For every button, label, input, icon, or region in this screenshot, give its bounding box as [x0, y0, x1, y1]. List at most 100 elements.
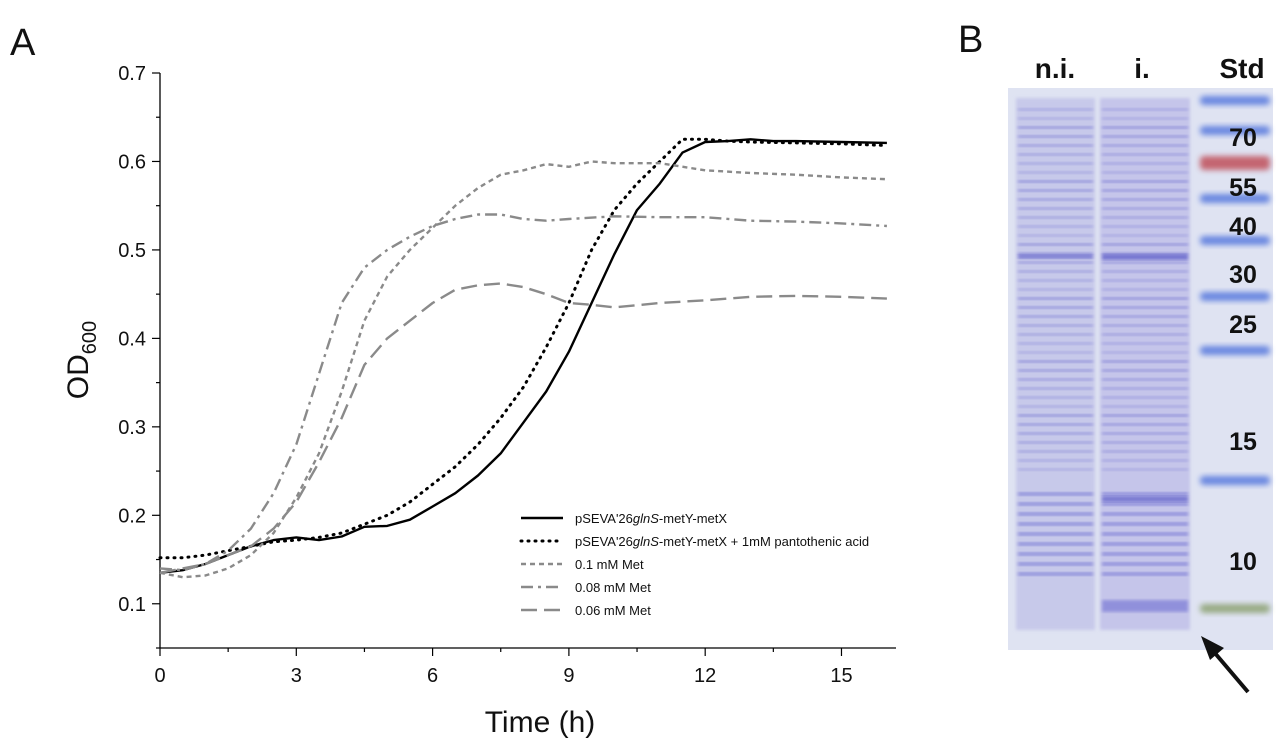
gel-band	[1018, 468, 1093, 471]
series-line-4	[159, 282, 887, 574]
y-tick-label: 0.7	[118, 63, 146, 85]
legend-entry: 0.06 mM Met	[575, 603, 651, 618]
x-tick-label: 3	[291, 665, 302, 687]
gel-band	[1018, 216, 1093, 219]
gel-band	[1102, 369, 1188, 372]
gel-band	[1018, 552, 1093, 556]
gel-band	[1102, 234, 1188, 237]
gel-band	[1102, 279, 1188, 282]
x-ticks: 0 3 6 9 12 15	[154, 648, 853, 687]
gel-band	[1102, 180, 1188, 183]
gel-band	[1018, 369, 1093, 372]
gel-band	[1018, 405, 1093, 408]
gel-band	[1018, 360, 1093, 363]
gel-band	[1102, 562, 1188, 566]
legend-entry: 0.1 mM Met	[575, 557, 644, 572]
marker-label: 55	[1229, 174, 1257, 202]
legend: pSEVA'26glnS-metY-metX pSEVA'26glnS-metY-…	[519, 511, 869, 618]
gel-band	[1102, 459, 1188, 462]
lane-ni-bands	[1018, 108, 1093, 576]
gel-band	[1102, 600, 1188, 612]
gel-band	[1018, 492, 1093, 496]
panel-a-label: A	[10, 22, 36, 64]
y-axis-title-main: OD	[62, 354, 95, 399]
gel-band	[1018, 252, 1093, 255]
x-tick-label: 6	[427, 665, 438, 687]
gel-band	[1102, 135, 1188, 138]
gel-band	[1102, 333, 1188, 336]
gel-band	[1102, 297, 1188, 300]
y-tick-label: 0.2	[118, 505, 146, 527]
gel-band	[1102, 324, 1188, 327]
gel-band	[1018, 324, 1093, 327]
legend-entry: pSEVA'26glnS-metY-metX	[575, 511, 727, 526]
gel-band	[1102, 243, 1188, 246]
gel-band	[1018, 117, 1093, 120]
series-group	[158, 137, 889, 579]
gel-band	[1018, 306, 1093, 309]
gel-band	[1102, 126, 1188, 129]
ladder-band	[1200, 476, 1270, 485]
ladder-band	[1200, 292, 1270, 301]
gel-band	[1102, 387, 1188, 390]
gel-band	[1102, 225, 1188, 228]
gel-band	[1018, 108, 1093, 111]
gel-band	[1102, 450, 1188, 453]
gel-band	[1102, 198, 1188, 201]
gel-band	[1018, 512, 1093, 516]
gel-band	[1018, 189, 1093, 192]
gel-band	[1102, 315, 1188, 318]
gel-band	[1102, 162, 1188, 165]
ladder-band	[1200, 194, 1270, 203]
gel-band	[1018, 135, 1093, 138]
marker-label: 30	[1229, 261, 1257, 289]
lane-label-ni: n.i.	[1035, 53, 1075, 84]
gel-band	[1018, 162, 1093, 165]
gel-band	[1018, 225, 1093, 228]
gel-band	[1018, 459, 1093, 462]
gel-band	[1018, 532, 1093, 536]
gel-band	[1018, 198, 1093, 201]
gel-band	[1018, 279, 1093, 282]
gel-band	[1102, 252, 1188, 255]
lane-ni-smear	[1016, 98, 1095, 630]
gel-band	[1018, 522, 1093, 526]
gel-band	[1102, 522, 1188, 526]
gel-band	[1018, 572, 1093, 576]
gel-band	[1102, 496, 1188, 502]
lane-i-bands	[1102, 108, 1188, 612]
gel-band	[1102, 360, 1188, 363]
gel-band	[1102, 378, 1188, 381]
marker-label: 25	[1229, 311, 1257, 339]
ladder-band	[1200, 346, 1270, 355]
gel-band	[1018, 126, 1093, 129]
x-tick-label: 0	[154, 665, 165, 687]
gel-band	[1102, 502, 1188, 506]
series-line-1	[158, 137, 889, 560]
gel-band	[1018, 207, 1093, 210]
y-tick-label: 0.1	[118, 594, 146, 616]
gel-band	[1018, 333, 1093, 336]
y-tick-label: 0.6	[118, 151, 146, 173]
gel-band	[1018, 351, 1093, 354]
marker-label: 40	[1229, 213, 1257, 241]
y-ticks: 0.1 0.2 0.3 0.4 0.5 0.6 0.7	[118, 63, 160, 649]
y-axis-title: OD600	[62, 321, 101, 399]
ladder-band	[1200, 126, 1270, 135]
gel-band	[1018, 243, 1093, 246]
gel-band	[1018, 297, 1093, 300]
ladder-band	[1200, 604, 1270, 613]
gel-band	[1102, 405, 1188, 408]
x-tick-label: 9	[563, 665, 574, 687]
x-tick-label: 12	[694, 665, 716, 687]
gel-band	[1102, 254, 1188, 260]
gel-band	[1102, 171, 1188, 174]
gel-band	[1102, 351, 1188, 354]
lane-label-std: Std	[1219, 53, 1264, 84]
gel-band	[1018, 432, 1093, 435]
gel-band	[1102, 572, 1188, 576]
ladder-band	[1200, 156, 1270, 170]
x-tick-label: 15	[830, 665, 852, 687]
gel-band	[1102, 189, 1188, 192]
